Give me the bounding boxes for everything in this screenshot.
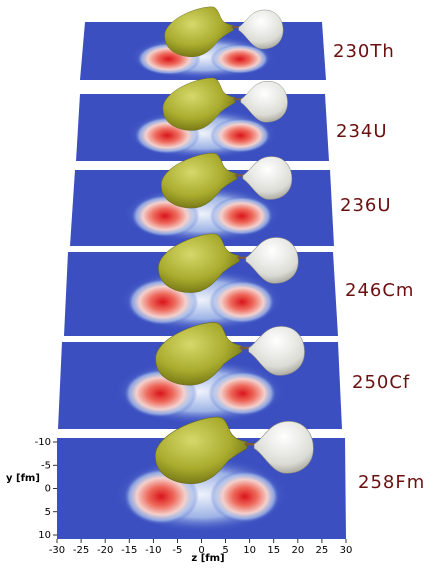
x-tick-label: 15 (267, 545, 280, 556)
nucleus-label: 236U (340, 195, 392, 216)
nucleus-label: 230Th (333, 41, 395, 62)
nucleus-label: 258Fm (358, 472, 425, 493)
x-tick-label: -30 (49, 545, 65, 556)
x-tick-label: 30 (340, 545, 353, 556)
x-axis-label: z [fm] (191, 553, 224, 564)
density-blob (210, 470, 279, 523)
nucleus-label: 250Cf (352, 372, 410, 393)
panel (70, 153, 334, 246)
x-tick-label: -5 (172, 545, 182, 556)
y-tick-label: 0 (45, 484, 51, 495)
panel (58, 322, 342, 429)
x-tick-label: -15 (121, 545, 137, 556)
panel (64, 234, 338, 336)
x-tick-label: 20 (291, 545, 304, 556)
density-blob (209, 280, 275, 324)
y-tick-label: 5 (45, 507, 51, 518)
panel (80, 7, 326, 80)
figure: 230Th 234U 236U 246Cm 250Cf 258Fm -30 -25 -20 -15… (0, 0, 434, 564)
x-tick-label: 10 (243, 545, 256, 556)
nucleus-label: 246Cm (345, 280, 414, 301)
nucleus-label: 234U (336, 121, 388, 142)
x-tick-label: -20 (97, 545, 113, 556)
y-tick-label: -5 (41, 460, 51, 471)
panel (76, 78, 329, 161)
x-tick-label: 25 (316, 545, 329, 556)
panel (57, 417, 346, 539)
x-tick-label: -10 (145, 545, 161, 556)
density-blob (210, 196, 273, 236)
y-tick-label: -10 (35, 437, 51, 448)
y-axis-label: y [fm] (6, 473, 40, 484)
density-blob (209, 371, 277, 416)
y-tick-label: 10 (38, 530, 51, 541)
density-blob (210, 118, 271, 153)
x-tick-label: -25 (73, 545, 89, 556)
